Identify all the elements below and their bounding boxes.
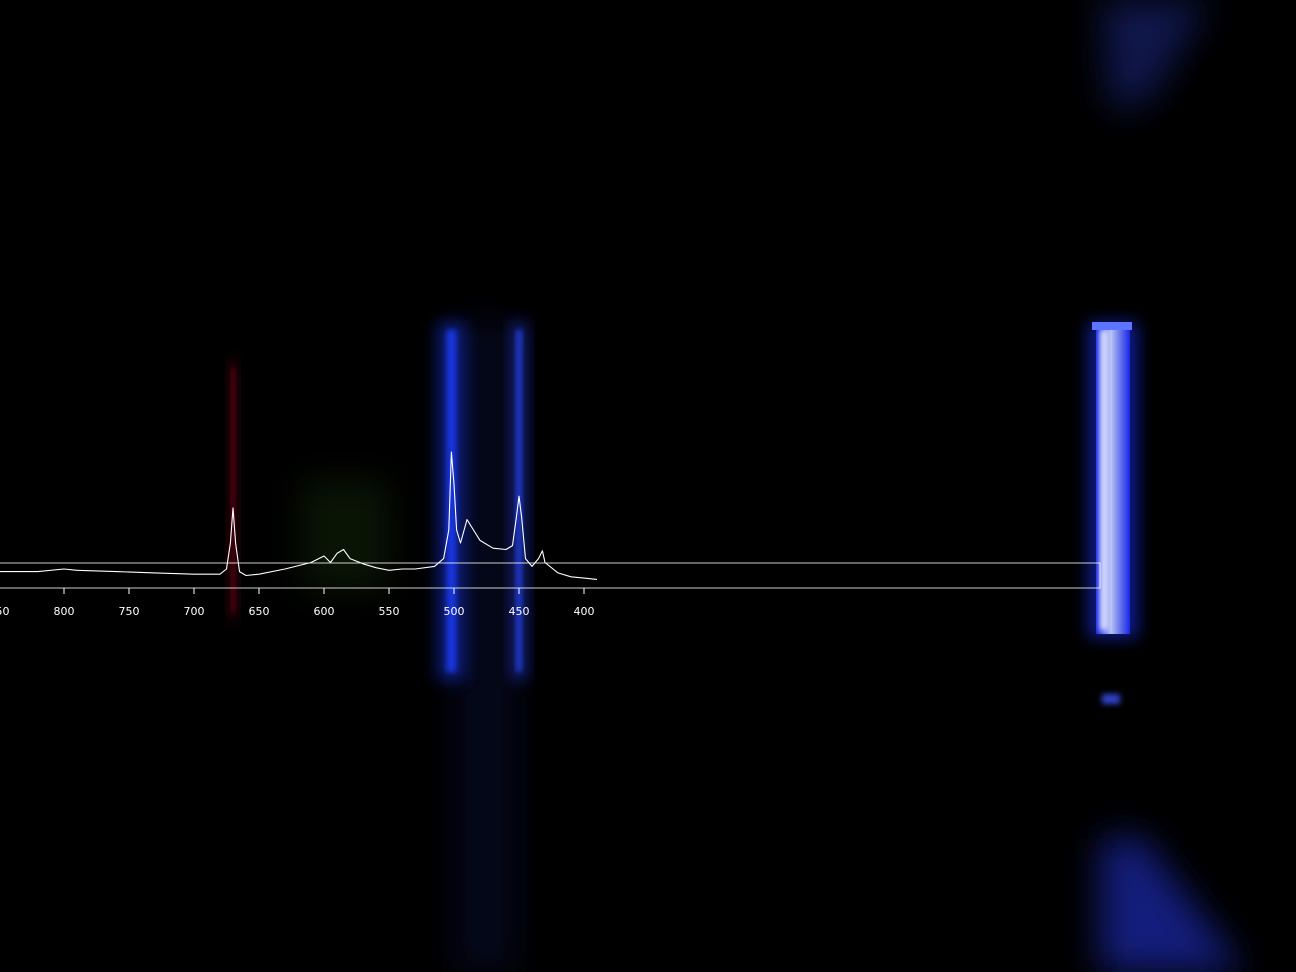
slit-reflection	[1102, 694, 1120, 704]
emission-lines	[229, 322, 527, 680]
green-haze	[300, 480, 390, 590]
emission-line-450	[516, 330, 522, 672]
x-tick-label-550: 550	[379, 605, 400, 618]
x-axis: 850 800 750 700 650 600 550 500 450 400	[0, 588, 595, 618]
slit-top-cap	[1092, 322, 1132, 330]
x-tick-label-700: 700	[184, 605, 205, 618]
x-tick-label-450: 450	[509, 605, 530, 618]
bottom-right-glow	[1100, 835, 1245, 972]
x-tick-label-650: 650	[249, 605, 270, 618]
x-tick-label-750: 750	[119, 605, 140, 618]
emission-line-670	[231, 368, 235, 612]
emission-line-502	[446, 330, 457, 672]
x-tick-label-500: 500	[444, 605, 465, 618]
slit-bright-edge	[1100, 330, 1108, 630]
plot-box	[0, 562, 1101, 589]
x-tick-label-850: 850	[0, 605, 10, 618]
x-tick-label-800: 800	[54, 605, 75, 618]
x-tick-label-400: 400	[574, 605, 595, 618]
spectrum-series-line	[0, 451, 598, 580]
top-right-glow	[1100, 0, 1210, 110]
entrance-slit	[1088, 322, 1138, 704]
x-tick-label-600: 600	[314, 605, 335, 618]
